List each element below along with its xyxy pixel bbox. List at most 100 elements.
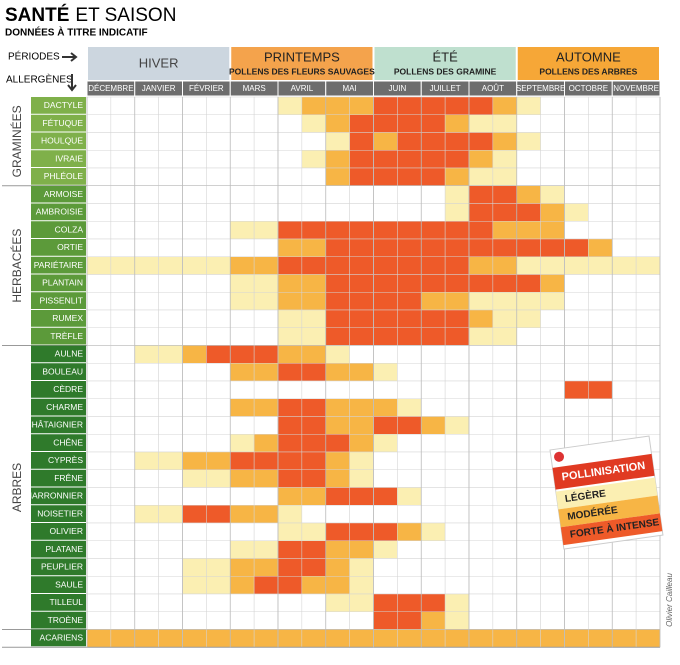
- cell: [397, 416, 422, 435]
- cell: [277, 416, 303, 435]
- cell: [444, 540, 470, 559]
- cell: [182, 221, 207, 240]
- row-label-bg: [31, 327, 86, 345]
- cell: [86, 416, 112, 435]
- cell: [540, 416, 565, 435]
- cell: [301, 487, 326, 506]
- cell: [325, 203, 350, 222]
- row-label: SAULE: [55, 579, 83, 589]
- cell: [516, 522, 541, 541]
- cell: [612, 96, 637, 115]
- cell: [492, 611, 517, 630]
- cell: [206, 203, 231, 222]
- row-label-bg: [31, 540, 86, 558]
- cell: [277, 292, 303, 311]
- cell: [444, 221, 470, 240]
- row-label: DACTYLE: [44, 100, 84, 110]
- cell: [253, 398, 279, 417]
- cell: [182, 576, 207, 595]
- cell: [635, 132, 661, 151]
- cell: [612, 576, 637, 595]
- cell: [349, 593, 374, 612]
- cell: [253, 132, 279, 151]
- cell: [540, 576, 565, 595]
- cell: [397, 274, 422, 293]
- cell: [516, 274, 541, 293]
- cell: [516, 167, 541, 186]
- cell: [182, 469, 207, 488]
- row-label: COLZA: [55, 224, 84, 234]
- cell: [134, 558, 159, 577]
- cell: [349, 238, 374, 257]
- cell: [421, 434, 446, 453]
- cell: [134, 345, 159, 364]
- row-label: AMBROISIE: [36, 207, 84, 217]
- cell: [635, 363, 661, 382]
- cell: [588, 611, 613, 630]
- cell: [564, 274, 589, 293]
- cell: [253, 238, 279, 257]
- cell: [564, 416, 589, 435]
- cell: [277, 327, 303, 346]
- row-label-bg: [31, 292, 86, 309]
- cell: [397, 611, 422, 630]
- cell: [253, 505, 279, 524]
- cell: [421, 487, 446, 506]
- cell: [277, 593, 303, 612]
- cell: [516, 451, 541, 470]
- legend-swatch: [558, 495, 660, 528]
- cell: [277, 505, 303, 524]
- legend-title-bg: [552, 453, 655, 490]
- cell: [325, 132, 350, 151]
- row-label: PEUPLIER: [41, 562, 83, 572]
- cell: [492, 221, 517, 240]
- cell: [540, 150, 565, 169]
- row-label-bg: [31, 505, 86, 522]
- cell: [397, 451, 422, 470]
- cell: [301, 380, 326, 399]
- cell: [421, 522, 446, 541]
- cell: [110, 292, 135, 311]
- cell: [421, 593, 446, 612]
- season-band: [374, 47, 516, 80]
- cell: [444, 96, 470, 115]
- cell: [277, 576, 303, 595]
- month-label: NOVEMBRE: [613, 84, 659, 93]
- cell: [492, 167, 517, 186]
- cell: [182, 611, 207, 630]
- cell: [206, 522, 231, 541]
- cell: [325, 345, 350, 364]
- row-label: TRÈFLE: [50, 331, 83, 341]
- cell: [468, 345, 494, 364]
- cell: [253, 256, 279, 275]
- cell: [564, 576, 589, 595]
- cell: [444, 487, 470, 506]
- cell: [564, 150, 589, 169]
- cell: [492, 96, 517, 115]
- cell: [110, 167, 135, 186]
- row-label: FÉTUQUE: [42, 118, 83, 128]
- cell: [540, 203, 565, 222]
- cell: [158, 469, 183, 488]
- cell: [540, 327, 565, 346]
- cell: [206, 132, 231, 151]
- cell: [612, 398, 637, 417]
- cell: [349, 345, 374, 364]
- cell: [349, 221, 374, 240]
- cell: [588, 327, 613, 346]
- cell: [301, 629, 326, 648]
- cell: [468, 167, 494, 186]
- cell: [540, 167, 565, 186]
- cell: [397, 96, 422, 115]
- row-label: PLANTAIN: [42, 278, 83, 288]
- cell: [444, 203, 470, 222]
- cell: [349, 185, 374, 204]
- cell: [564, 380, 589, 399]
- cell: [206, 487, 231, 506]
- cell: [230, 434, 255, 453]
- cell: [134, 593, 159, 612]
- cell: [468, 629, 494, 648]
- cell: [492, 505, 517, 524]
- cell: [635, 416, 661, 435]
- cell: [588, 150, 613, 169]
